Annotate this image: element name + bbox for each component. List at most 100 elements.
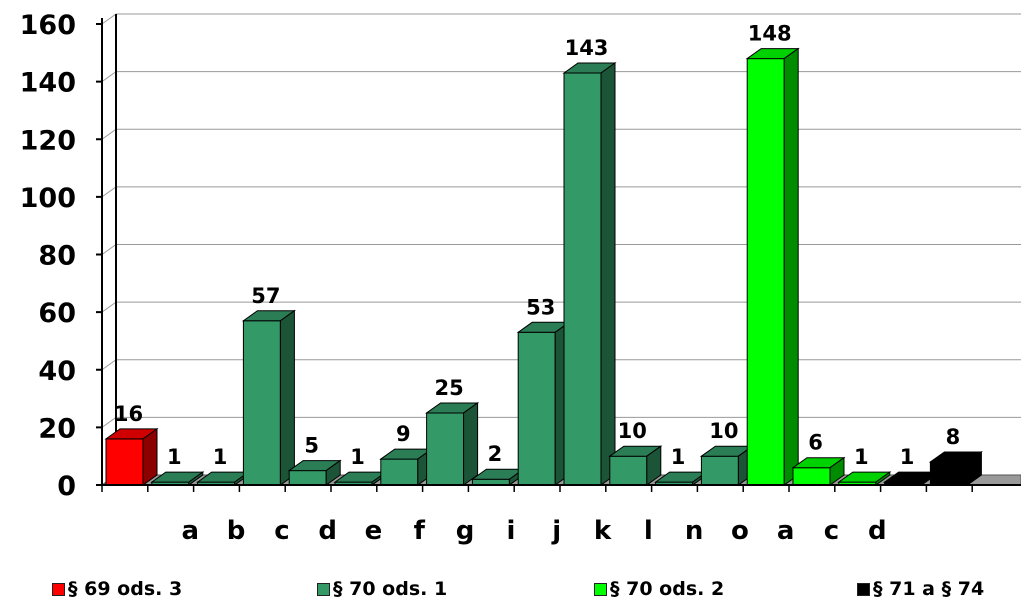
y-tick-label: 120 xyxy=(20,125,76,156)
bar-side xyxy=(829,456,845,486)
bar xyxy=(562,62,617,486)
bar-front xyxy=(929,461,968,486)
bar-front xyxy=(105,438,144,486)
data-label: 5 xyxy=(304,434,319,458)
data-label: 1 xyxy=(900,445,915,469)
x-tick-label: d xyxy=(868,516,887,546)
legend-swatch-series-3 xyxy=(594,582,607,596)
y-tick-label: 0 xyxy=(57,471,76,502)
bar-front xyxy=(517,331,556,486)
bar xyxy=(287,459,342,486)
x-tick-label: e xyxy=(365,516,383,546)
x-tick-label: f xyxy=(414,516,426,546)
data-label: 10 xyxy=(709,419,738,443)
bar xyxy=(379,448,434,486)
bar-side xyxy=(646,445,662,486)
data-label: 57 xyxy=(251,284,280,308)
bar-side xyxy=(325,459,341,486)
bar-side xyxy=(279,309,295,486)
bar-front xyxy=(792,467,831,486)
data-label: 1 xyxy=(167,445,182,469)
x-tick-label: a xyxy=(182,516,200,546)
legend-item-series-2: § 70 ods. 1 xyxy=(317,578,447,600)
data-label: 8 xyxy=(946,425,961,449)
x-tick-label: o xyxy=(731,516,749,546)
y-tick-label: 140 xyxy=(20,68,76,99)
x-tick-label: b xyxy=(227,516,246,546)
bar-side xyxy=(142,427,158,486)
x-tick-label: j xyxy=(551,516,561,546)
bar-front xyxy=(609,455,648,486)
gridline-depth xyxy=(101,416,117,428)
x-tick-label: n xyxy=(685,516,704,546)
data-label: 2 xyxy=(488,442,503,466)
y-tick-label: 20 xyxy=(38,413,76,444)
data-label: 53 xyxy=(526,295,555,319)
bar xyxy=(791,456,846,486)
legend-item-series-1: § 69 ods. 3 xyxy=(52,578,182,600)
data-label: 148 xyxy=(748,22,792,46)
bar-front xyxy=(380,458,419,486)
y-tick-label: 160 xyxy=(20,10,76,41)
legend-swatch-series-1 xyxy=(52,582,65,596)
bar-front xyxy=(288,470,327,486)
gridline-depth xyxy=(101,186,117,198)
data-label: 1 xyxy=(854,445,869,469)
bar-front xyxy=(563,72,602,486)
y-tick-label: 40 xyxy=(38,356,76,387)
bar-chart: 020406080100120140160161a1b57c5d1e9f25g2… xyxy=(20,10,1021,546)
data-label: 1 xyxy=(350,445,365,469)
x-tick-label: g xyxy=(456,516,475,546)
bar-front xyxy=(242,320,281,486)
legend-label-series-4: § 71 a § 74 xyxy=(873,578,985,600)
bar-side xyxy=(463,401,479,486)
legend-label-series-3: § 70 ods. 2 xyxy=(610,578,725,600)
bar-front xyxy=(746,58,785,486)
bar-front xyxy=(700,455,739,486)
legend-item-series-4: § 71 a § 74 xyxy=(857,578,984,600)
gridline-depth xyxy=(101,128,117,140)
data-label: 10 xyxy=(618,419,647,443)
x-tick-label: c xyxy=(274,516,289,546)
bar xyxy=(516,321,571,486)
x-tick-label: c xyxy=(824,516,839,546)
bar xyxy=(928,450,983,486)
y-tick-label: 80 xyxy=(38,241,76,272)
data-label: 143 xyxy=(565,36,609,60)
gridline-depth xyxy=(101,301,117,313)
legend-label-series-1: § 69 ods. 3 xyxy=(68,578,183,600)
x-tick-label: d xyxy=(318,516,337,546)
x-tick-label: a xyxy=(777,516,795,546)
gridline-depth xyxy=(101,13,117,25)
y-tick-label: 60 xyxy=(38,298,76,329)
bar xyxy=(699,445,754,486)
bar xyxy=(608,445,663,486)
x-tick-label: l xyxy=(644,516,653,546)
bar xyxy=(837,471,892,486)
legend-swatch-series-2 xyxy=(317,582,330,596)
bar xyxy=(150,471,205,486)
legend-label-series-2: § 70 ods. 1 xyxy=(333,578,448,600)
data-label: 6 xyxy=(808,431,823,455)
bar xyxy=(654,471,709,486)
bar xyxy=(241,309,296,486)
bar-side xyxy=(966,450,982,486)
data-label: 9 xyxy=(396,422,411,446)
gridline-depth xyxy=(101,244,117,255)
legend-swatch-series-4 xyxy=(857,582,870,596)
data-label: 16 xyxy=(114,402,143,426)
chart-legend: § 69 ods. 3 § 70 ods. 1 § 70 ods. 2 § 71… xyxy=(0,578,1021,604)
legend-item-series-3: § 70 ods. 2 xyxy=(594,578,724,600)
y-tick-label: 100 xyxy=(20,183,76,214)
data-label: 1 xyxy=(213,445,228,469)
gridline-depth xyxy=(101,359,117,371)
data-label: 25 xyxy=(434,376,463,400)
data-label: 1 xyxy=(671,445,686,469)
bar xyxy=(104,427,159,486)
x-tick-label: i xyxy=(506,516,515,546)
bar xyxy=(425,401,480,486)
bar-side xyxy=(783,47,799,486)
x-tick-label: k xyxy=(594,516,612,546)
bar-front xyxy=(426,412,465,486)
bar xyxy=(745,47,800,486)
